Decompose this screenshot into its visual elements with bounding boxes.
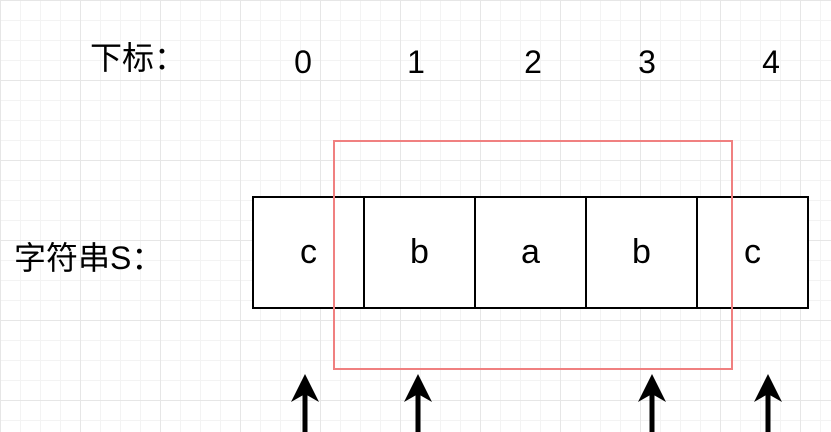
char-0: c <box>300 233 317 271</box>
char-4: c <box>744 233 761 271</box>
index-3: 3 <box>638 44 656 80</box>
arrow-up-icon <box>291 374 319 432</box>
char-3: b <box>632 233 651 271</box>
char-cell-0: c <box>252 196 365 309</box>
char-cell-1: b <box>363 196 476 309</box>
index-4: 4 <box>762 44 780 80</box>
arrow-up-icon <box>404 374 432 432</box>
index-0: 0 <box>294 44 312 80</box>
arrow-up-icon <box>638 374 666 432</box>
arrow-up-icon <box>754 374 782 432</box>
char-1: b <box>410 233 429 271</box>
char-2: a <box>521 233 540 271</box>
string-label: 字符串S： <box>14 240 164 276</box>
index-2: 2 <box>524 44 542 80</box>
char-cell-4: c <box>696 196 809 309</box>
index-label: 下标： <box>90 40 187 76</box>
index-1: 1 <box>407 44 425 80</box>
char-cell-2: a <box>474 196 587 309</box>
string-cells: c b a b c <box>252 196 809 309</box>
char-cell-3: b <box>585 196 698 309</box>
